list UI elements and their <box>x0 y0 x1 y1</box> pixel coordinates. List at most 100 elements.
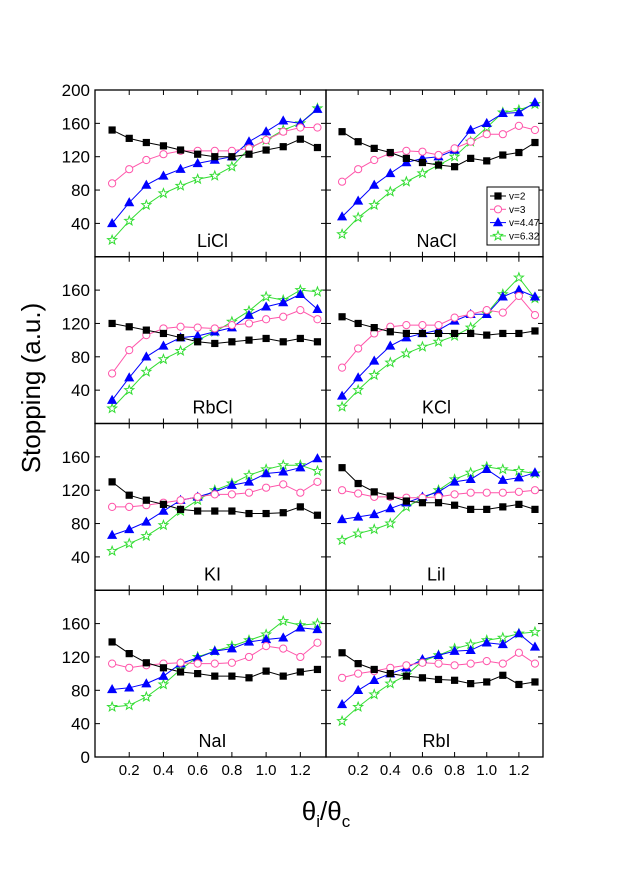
data-point <box>369 508 380 519</box>
series-v-2 <box>338 464 539 513</box>
panel-kcl: KCl <box>325 256 544 425</box>
data-point <box>312 453 323 463</box>
data-point <box>211 153 219 161</box>
data-point <box>370 665 378 674</box>
data-point <box>209 645 220 655</box>
panel-label: NaCl <box>416 231 456 251</box>
data-point <box>498 659 507 668</box>
data-point <box>194 150 202 158</box>
data-point <box>402 154 410 162</box>
data-point <box>465 644 476 654</box>
series-v-2 <box>108 126 322 161</box>
data-point <box>159 142 168 150</box>
data-point <box>193 323 202 332</box>
data-point <box>279 644 288 653</box>
data-point <box>531 138 539 147</box>
data-point <box>336 227 349 240</box>
data-point <box>482 130 491 139</box>
data-point <box>260 290 273 302</box>
data-point <box>176 146 185 154</box>
data-point <box>338 313 346 321</box>
data-point <box>370 155 379 165</box>
series-line <box>112 627 318 690</box>
data-point <box>124 197 135 207</box>
data-point <box>450 313 459 322</box>
data-point <box>400 175 413 187</box>
data-point <box>466 659 475 668</box>
data-point <box>176 668 185 676</box>
data-point <box>123 383 136 396</box>
x-tick-label: 1.0 <box>256 762 277 779</box>
y-tick-label: 120 <box>62 648 90 667</box>
series-v-3 <box>337 486 540 502</box>
data-point <box>483 157 491 165</box>
data-point <box>450 490 459 499</box>
data-point <box>278 632 289 642</box>
x-tick-label: 0.4 <box>153 762 174 779</box>
data-point <box>529 467 541 477</box>
data-point <box>448 150 461 162</box>
data-point <box>141 516 152 526</box>
y-tick-label: 120 <box>62 148 90 167</box>
data-point <box>262 483 271 492</box>
panel-ki: 40 80 120 160 KI <box>62 422 327 591</box>
data-point <box>386 328 394 336</box>
data-point <box>418 158 427 167</box>
data-point <box>142 155 151 165</box>
y-tick-label: 40 <box>71 548 90 567</box>
x-tick-label: 0.4 <box>380 762 401 779</box>
data-point <box>402 672 410 680</box>
data-point <box>353 684 364 694</box>
data-point <box>311 464 324 477</box>
x-tick-label: 0.6 <box>187 762 208 779</box>
data-point <box>295 462 306 472</box>
data-point <box>192 157 203 168</box>
data-point <box>228 507 236 515</box>
data-point <box>228 153 236 161</box>
data-point <box>499 151 507 159</box>
data-point <box>279 312 288 321</box>
data-point <box>498 488 507 497</box>
data-point <box>481 117 492 128</box>
data-point <box>106 544 119 557</box>
data-point <box>353 195 364 205</box>
data-point <box>402 329 410 338</box>
legend-item: v=3 <box>490 205 526 216</box>
data-point <box>354 319 362 328</box>
data-point <box>125 165 134 174</box>
series-v-3 <box>108 306 322 378</box>
data-point <box>194 507 202 515</box>
panel-label: KCl <box>422 398 451 418</box>
data-point <box>142 659 150 667</box>
data-point <box>244 319 254 328</box>
data-point <box>336 513 348 524</box>
data-point <box>386 148 394 157</box>
data-point <box>296 334 304 343</box>
data-point <box>245 150 253 158</box>
data-point <box>450 676 459 684</box>
data-point <box>108 369 117 378</box>
data-point <box>337 177 347 186</box>
data-point <box>194 670 202 678</box>
data-point <box>513 628 524 638</box>
data-point <box>514 121 523 130</box>
data-point <box>515 680 523 689</box>
data-point <box>108 179 117 188</box>
data-point <box>529 97 541 107</box>
data-point <box>499 503 507 511</box>
data-point <box>482 306 491 315</box>
data-point <box>450 163 459 171</box>
data-point <box>108 638 116 646</box>
series-v-2 <box>338 313 539 339</box>
data-point <box>336 390 348 400</box>
panel-rbcl: 40 80 120 160 RbCl <box>62 256 327 425</box>
x-axis-label-sub-c: c <box>342 812 351 831</box>
data-point <box>354 344 363 353</box>
plot-area: 40 80 120 160 200 LiCl NaCl v=2 v=3 v=4.47 v=6.32 4… <box>62 81 544 779</box>
data-point <box>228 338 236 346</box>
data-point <box>384 356 397 368</box>
data-point <box>159 500 168 508</box>
data-point <box>482 488 491 497</box>
data-point <box>418 499 427 507</box>
